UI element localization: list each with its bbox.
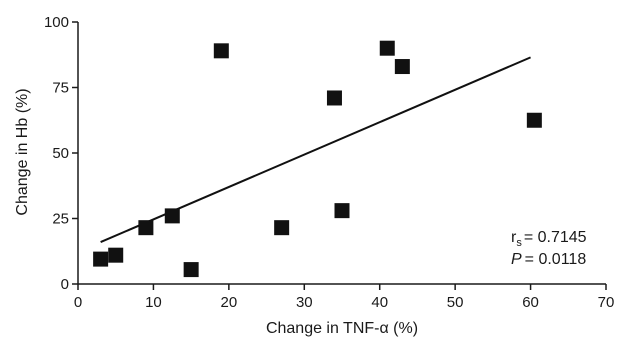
y-tick-label: 75 xyxy=(52,80,69,97)
x-axis-title: Change in TNF-α (%) xyxy=(266,320,418,337)
data-point xyxy=(213,43,229,59)
x-tick-label: 70 xyxy=(598,294,615,311)
data-point xyxy=(526,112,542,128)
data-point xyxy=(394,59,410,75)
rs-symbol: r xyxy=(511,229,517,246)
rs-subscript: s xyxy=(516,237,522,249)
p-value: = 0.0118 xyxy=(525,251,587,268)
x-tick-label: 50 xyxy=(447,294,464,311)
y-tick-label: 25 xyxy=(52,211,69,228)
data-point xyxy=(164,208,180,224)
rs-statistic: rs = 0.7145 xyxy=(511,229,587,249)
rs-value: = 0.7145 xyxy=(524,229,587,246)
data-points xyxy=(93,40,542,278)
y-ticks: 0 25 50 75 100 xyxy=(44,14,78,293)
data-point xyxy=(334,203,350,219)
p-statistic: P = 0.0118 xyxy=(511,251,586,268)
x-ticks: 0 10 20 30 40 50 60 70 xyxy=(74,284,615,311)
y-tick-label: 50 xyxy=(52,145,69,162)
data-point xyxy=(379,40,395,56)
x-tick-label: 30 xyxy=(296,294,313,311)
data-point xyxy=(183,262,199,278)
data-point xyxy=(93,251,109,267)
p-symbol: P xyxy=(511,251,522,268)
data-point xyxy=(326,90,342,106)
y-axis-title: Change in Hb (%) xyxy=(14,88,31,215)
y-tick-label: 100 xyxy=(44,14,69,31)
y-tick-label: 0 xyxy=(61,276,69,293)
x-tick-label: 40 xyxy=(371,294,388,311)
data-point xyxy=(108,247,124,263)
x-tick-label: 0 xyxy=(74,294,82,311)
data-point xyxy=(274,220,290,236)
x-tick-label: 10 xyxy=(145,294,162,311)
data-point xyxy=(138,220,154,236)
x-tick-label: 20 xyxy=(221,294,238,311)
x-tick-label: 60 xyxy=(522,294,539,311)
